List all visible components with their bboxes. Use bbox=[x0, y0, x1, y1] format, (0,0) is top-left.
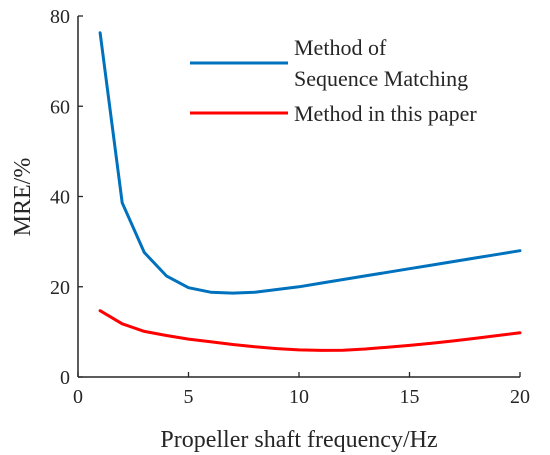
y-tick-label: 40 bbox=[50, 187, 70, 209]
y-tick-label: 0 bbox=[60, 367, 70, 389]
x-tick-label: 0 bbox=[73, 386, 83, 408]
x-tick-label: 5 bbox=[184, 386, 194, 408]
x-tick-label: 20 bbox=[510, 386, 530, 408]
series-line-2 bbox=[98, 309, 522, 352]
series-layer bbox=[98, 31, 522, 352]
y-tick-label: 60 bbox=[50, 96, 70, 118]
y-axis-label: MRE/% bbox=[10, 158, 36, 237]
legend-label-1: Sequence Matching bbox=[294, 66, 468, 91]
legend-label-1: Method of bbox=[294, 35, 387, 60]
legend-label-2: Method in this paper bbox=[294, 101, 477, 126]
x-tick-label: 15 bbox=[400, 386, 420, 408]
x-tick-label: 10 bbox=[289, 386, 309, 408]
y-axis-ticks: 0 20 40 60 80 bbox=[50, 6, 83, 389]
legend: Method of Sequence Matching Method in this… bbox=[190, 35, 477, 126]
x-axis-ticks: 0 5 10 15 20 bbox=[73, 372, 530, 408]
series-line-1 bbox=[98, 31, 522, 295]
y-tick-label: 20 bbox=[50, 277, 70, 299]
y-tick-label: 80 bbox=[50, 6, 70, 28]
x-axis-label: Propeller shaft frequency/Hz bbox=[160, 427, 437, 453]
